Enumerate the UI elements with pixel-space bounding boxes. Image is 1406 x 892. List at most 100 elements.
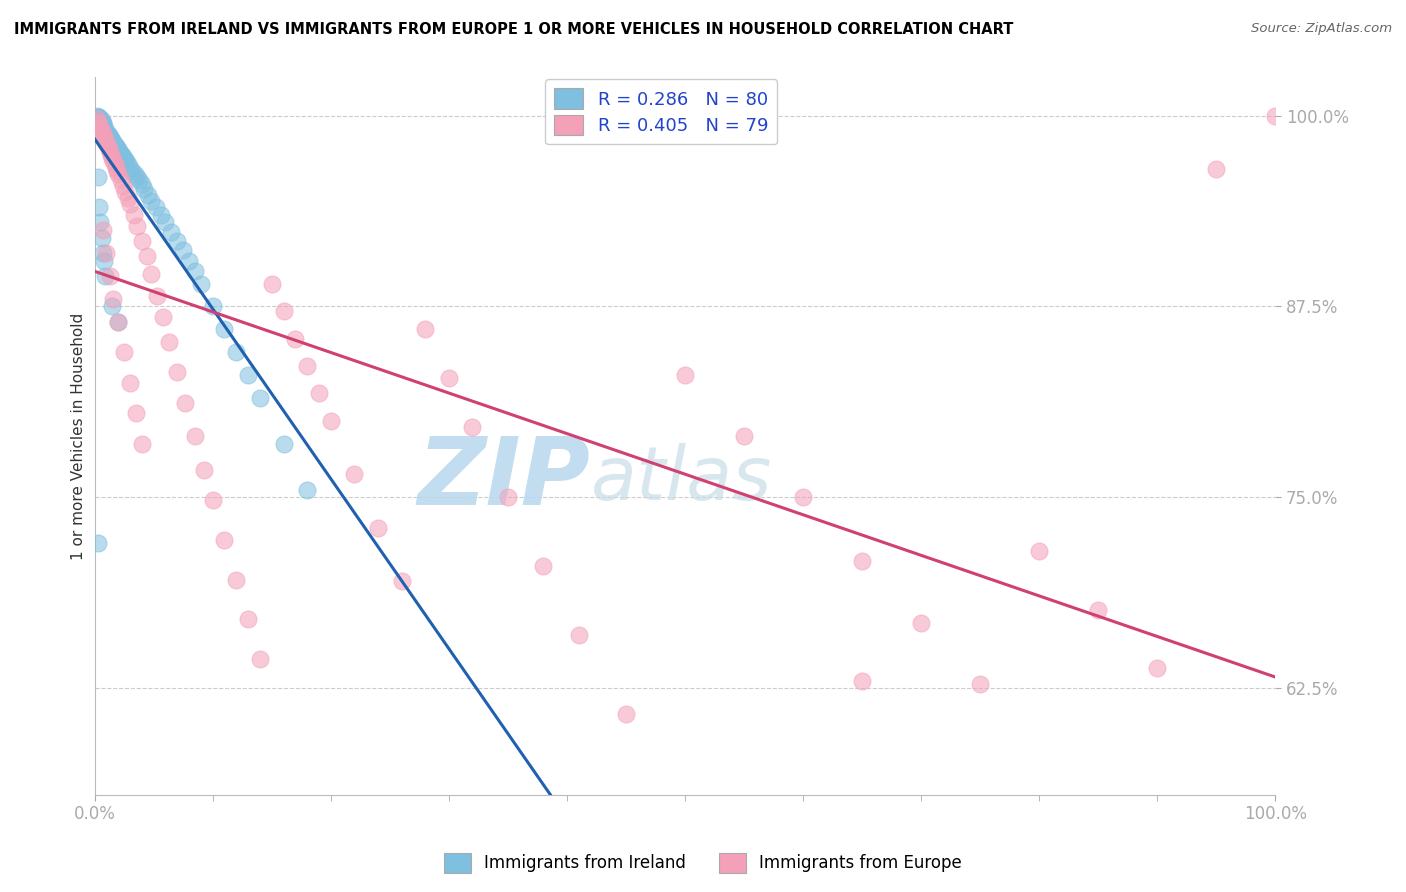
Point bbox=[117, 191, 139, 205]
Point bbox=[89, 200, 111, 214]
Point bbox=[87, 112, 110, 126]
Point bbox=[249, 391, 271, 405]
Point bbox=[910, 615, 932, 630]
Point bbox=[105, 141, 128, 155]
Point bbox=[97, 128, 120, 143]
Point bbox=[86, 112, 108, 126]
Point bbox=[190, 277, 212, 291]
Point bbox=[103, 137, 125, 152]
Point bbox=[107, 315, 129, 329]
Point bbox=[90, 116, 112, 130]
Point bbox=[177, 253, 200, 268]
Point bbox=[125, 219, 148, 233]
Point bbox=[1087, 603, 1109, 617]
Point bbox=[391, 574, 413, 589]
Point bbox=[308, 386, 330, 401]
Point bbox=[101, 300, 124, 314]
Point bbox=[96, 246, 118, 260]
Point bbox=[101, 136, 124, 150]
Point bbox=[295, 359, 318, 373]
Point bbox=[118, 376, 141, 390]
Point bbox=[94, 124, 117, 138]
Text: ZIP: ZIP bbox=[418, 434, 591, 525]
Point bbox=[89, 215, 111, 229]
Point bbox=[155, 215, 177, 229]
Legend: Immigrants from Ireland, Immigrants from Europe: Immigrants from Ireland, Immigrants from… bbox=[437, 847, 969, 880]
Point bbox=[461, 420, 484, 434]
Point bbox=[160, 225, 183, 239]
Point bbox=[413, 322, 436, 336]
Point bbox=[121, 163, 143, 178]
Point bbox=[236, 368, 259, 383]
Text: IMMIGRANTS FROM IRELAND VS IMMIGRANTS FROM EUROPE 1 OR MORE VEHICLES IN HOUSEHOL: IMMIGRANTS FROM IRELAND VS IMMIGRANTS FR… bbox=[14, 22, 1014, 37]
Point bbox=[273, 437, 295, 451]
Point bbox=[166, 365, 188, 379]
Point bbox=[90, 231, 112, 245]
Point bbox=[792, 491, 814, 505]
Point bbox=[89, 110, 111, 124]
Point bbox=[131, 234, 153, 248]
Point bbox=[101, 152, 124, 166]
Point bbox=[89, 116, 111, 130]
Point bbox=[673, 368, 696, 383]
Point bbox=[124, 167, 146, 181]
Point bbox=[90, 120, 112, 134]
Point bbox=[100, 148, 122, 162]
Point bbox=[91, 127, 114, 141]
Point bbox=[1205, 162, 1227, 177]
Point bbox=[295, 483, 318, 497]
Point bbox=[157, 334, 180, 349]
Point bbox=[86, 109, 108, 123]
Point bbox=[97, 142, 120, 156]
Point bbox=[149, 208, 172, 222]
Point bbox=[125, 169, 148, 184]
Legend: R = 0.286   N = 80, R = 0.405   N = 79: R = 0.286 N = 80, R = 0.405 N = 79 bbox=[546, 79, 778, 145]
Point bbox=[89, 114, 111, 128]
Point bbox=[184, 429, 207, 443]
Point bbox=[115, 154, 138, 169]
Point bbox=[91, 246, 114, 260]
Point bbox=[146, 289, 169, 303]
Point bbox=[107, 167, 129, 181]
Point bbox=[236, 612, 259, 626]
Point bbox=[1028, 543, 1050, 558]
Text: atlas: atlas bbox=[591, 443, 772, 516]
Point bbox=[93, 253, 115, 268]
Point bbox=[319, 414, 342, 428]
Point bbox=[367, 521, 389, 535]
Point bbox=[104, 161, 127, 175]
Point bbox=[225, 573, 247, 587]
Point bbox=[172, 243, 194, 257]
Point bbox=[531, 559, 554, 574]
Point bbox=[214, 322, 236, 336]
Point bbox=[107, 142, 129, 156]
Point bbox=[184, 264, 207, 278]
Point bbox=[614, 707, 637, 722]
Point bbox=[114, 185, 136, 199]
Point bbox=[125, 406, 148, 420]
Point bbox=[98, 130, 121, 145]
Point bbox=[96, 124, 118, 138]
Point bbox=[1146, 661, 1168, 675]
Point bbox=[851, 554, 873, 568]
Point bbox=[114, 153, 136, 167]
Point bbox=[94, 268, 117, 283]
Point bbox=[193, 463, 215, 477]
Point bbox=[733, 429, 755, 443]
Point bbox=[111, 148, 134, 162]
Point bbox=[110, 173, 132, 187]
Point bbox=[284, 332, 307, 346]
Point bbox=[90, 113, 112, 128]
Point bbox=[87, 114, 110, 128]
Point bbox=[134, 182, 156, 196]
Point bbox=[97, 139, 120, 153]
Point bbox=[103, 292, 125, 306]
Point bbox=[122, 208, 145, 222]
Point bbox=[89, 118, 111, 132]
Point bbox=[94, 133, 117, 147]
Point bbox=[117, 157, 139, 171]
Point bbox=[112, 152, 135, 166]
Point bbox=[152, 310, 174, 325]
Point bbox=[93, 122, 115, 136]
Point bbox=[107, 315, 129, 329]
